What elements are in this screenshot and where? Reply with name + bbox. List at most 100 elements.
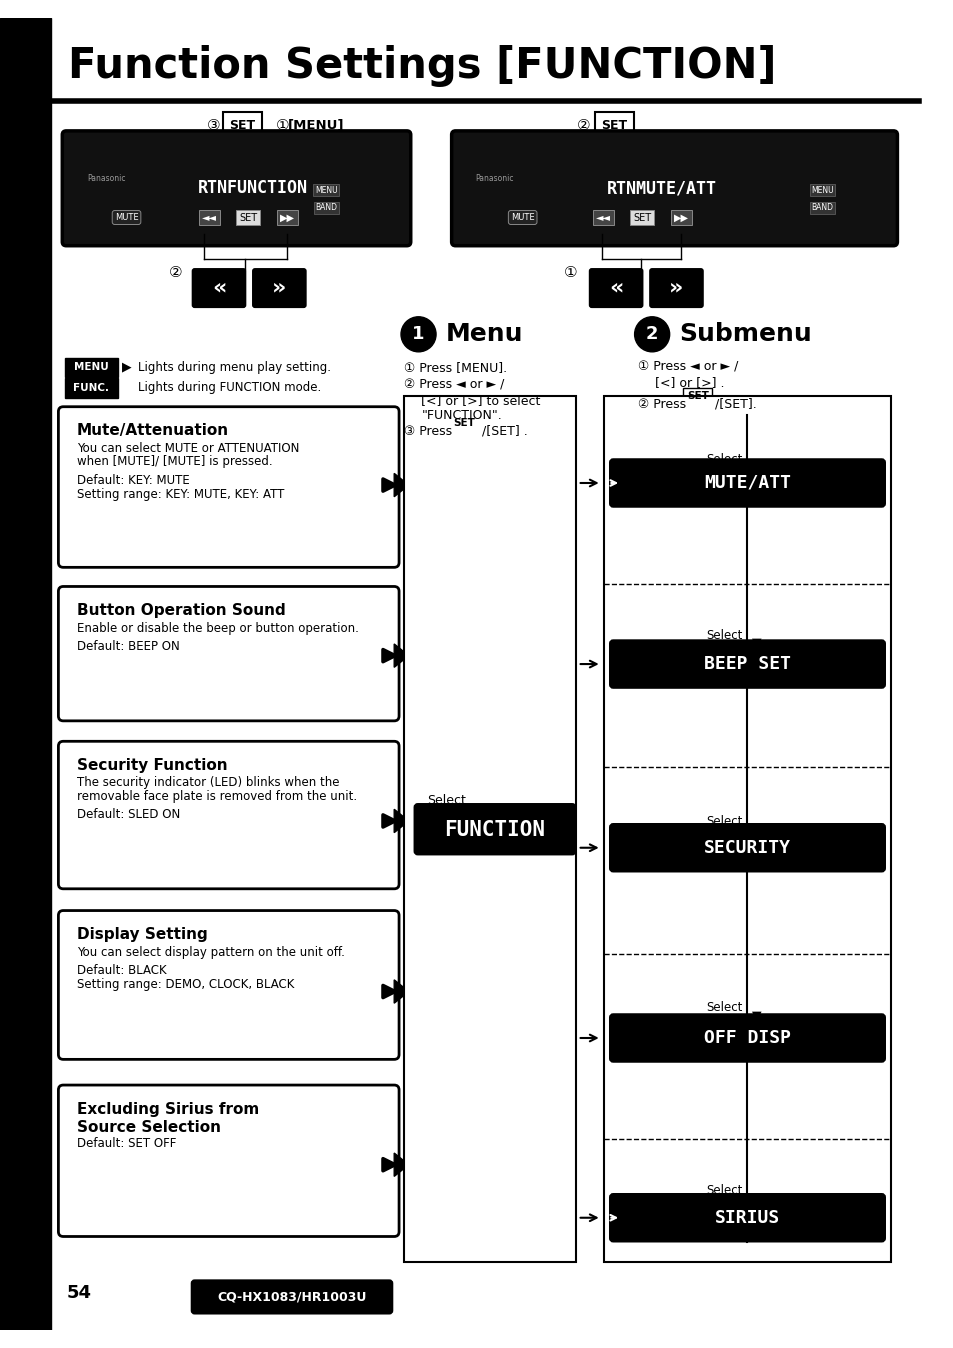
- FancyBboxPatch shape: [58, 407, 398, 568]
- FancyBboxPatch shape: [594, 112, 633, 136]
- Text: Setting range: DEMO, CLOCK, BLACK: Setting range: DEMO, CLOCK, BLACK: [77, 977, 294, 991]
- Text: ② Press ◄ or ► /: ② Press ◄ or ► /: [403, 377, 504, 391]
- FancyBboxPatch shape: [223, 112, 261, 136]
- Text: /[SET].: /[SET].: [715, 398, 757, 411]
- Text: The security indicator (LED) blinks when the: The security indicator (LED) blinks when…: [77, 776, 339, 790]
- Text: MENU: MENU: [314, 186, 337, 194]
- FancyBboxPatch shape: [610, 640, 883, 687]
- Bar: [0, 18, 51, 1330]
- Text: You can select MUTE or ATTENUATION: You can select MUTE or ATTENUATION: [77, 442, 299, 454]
- Bar: [603, 396, 890, 1262]
- Text: ③ Press: ③ Press: [403, 425, 456, 438]
- Text: ② Press: ② Press: [637, 398, 689, 411]
- Text: ①: ①: [275, 117, 289, 132]
- Text: Submenu: Submenu: [679, 322, 811, 346]
- Text: SET: SET: [600, 119, 626, 132]
- Text: ①: ①: [563, 266, 577, 280]
- FancyBboxPatch shape: [610, 1015, 883, 1061]
- Text: Lights during FUNCTION mode.: Lights during FUNCTION mode.: [138, 381, 321, 395]
- Text: Select: Select: [705, 453, 741, 465]
- Text: RTNFUNCTION: RTNFUNCTION: [198, 179, 308, 197]
- Text: SET: SET: [686, 391, 708, 400]
- Polygon shape: [394, 809, 409, 833]
- Text: 27: 27: [16, 301, 34, 313]
- Text: MUTE/ATT: MUTE/ATT: [703, 474, 790, 492]
- Text: Select: Select: [427, 794, 466, 807]
- Text: removable face plate is removed from the unit.: removable face plate is removed from the…: [77, 790, 356, 803]
- Polygon shape: [394, 1153, 409, 1177]
- Text: FUNC.: FUNC.: [73, 383, 110, 392]
- FancyBboxPatch shape: [192, 1281, 392, 1313]
- Text: /[SET] .: /[SET] .: [481, 425, 527, 438]
- Text: "FUNCTION".: "FUNCTION".: [421, 410, 501, 422]
- Text: ②: ②: [169, 266, 182, 280]
- Text: ▼: ▼: [752, 1008, 761, 1022]
- Text: Default: SLED ON: Default: SLED ON: [77, 809, 180, 821]
- Text: »: »: [272, 278, 286, 298]
- Polygon shape: [394, 644, 409, 667]
- Text: ① Press ◄ or ► /: ① Press ◄ or ► /: [637, 360, 737, 373]
- Text: ▼: ▼: [752, 461, 761, 473]
- Text: MUTE: MUTE: [511, 213, 534, 222]
- Text: Display Setting: Display Setting: [77, 927, 208, 942]
- FancyBboxPatch shape: [589, 270, 641, 307]
- FancyBboxPatch shape: [449, 415, 478, 430]
- Text: You can select display pattern on the unit off.: You can select display pattern on the un…: [77, 945, 344, 958]
- Circle shape: [400, 317, 436, 352]
- Text: BAND: BAND: [314, 204, 336, 212]
- Text: ① Press [MENU].: ① Press [MENU].: [403, 360, 507, 373]
- Text: Panasonic: Panasonic: [88, 174, 126, 183]
- Text: ②: ②: [577, 117, 590, 132]
- Text: RTNMUTE/ATT: RTNMUTE/ATT: [606, 179, 716, 197]
- FancyBboxPatch shape: [610, 1194, 883, 1242]
- Text: 54: 54: [66, 1285, 91, 1302]
- Text: Mute/Attenuation: Mute/Attenuation: [77, 423, 229, 438]
- Text: ▼: ▼: [752, 822, 761, 836]
- Text: [<] or [>] .: [<] or [>] .: [655, 376, 723, 390]
- Text: Enable or disable the beep or button operation.: Enable or disable the beep or button ope…: [77, 621, 358, 635]
- Text: SET: SET: [229, 119, 255, 132]
- Text: Default: KEY: MUTE: Default: KEY: MUTE: [77, 474, 190, 487]
- Text: ◄◄: ◄◄: [201, 213, 216, 222]
- Polygon shape: [394, 473, 409, 497]
- Text: OFF DISP: OFF DISP: [703, 1029, 790, 1047]
- Text: ▼: ▼: [752, 636, 761, 650]
- FancyBboxPatch shape: [415, 805, 575, 855]
- Text: SET: SET: [239, 213, 257, 222]
- Text: Panasonic: Panasonic: [475, 174, 513, 183]
- Text: SECURITY: SECURITY: [703, 838, 790, 857]
- Text: 2: 2: [645, 325, 658, 344]
- FancyBboxPatch shape: [253, 270, 305, 307]
- Text: ◄◄: ◄◄: [596, 213, 610, 222]
- Text: «: «: [212, 278, 226, 298]
- Text: Select: Select: [705, 814, 741, 828]
- Text: Excluding Sirius from
Source Selection: Excluding Sirius from Source Selection: [77, 1101, 259, 1135]
- Text: FUNCTION: FUNCTION: [444, 820, 545, 840]
- FancyBboxPatch shape: [58, 910, 398, 1060]
- FancyBboxPatch shape: [451, 131, 897, 245]
- Text: ▼: ▼: [752, 1192, 761, 1204]
- Text: ▶: ▶: [122, 361, 132, 373]
- Text: Function Settings [FUNCTION]: Function Settings [FUNCTION]: [68, 46, 776, 88]
- Text: BEEP SET: BEEP SET: [703, 655, 790, 673]
- Text: ③: ③: [207, 117, 221, 132]
- Text: ▶▶: ▶▶: [279, 213, 294, 222]
- Text: CQ-HX1083/HR1003U: CQ-HX1083/HR1003U: [217, 1290, 366, 1304]
- FancyBboxPatch shape: [65, 377, 117, 398]
- Text: Security Function: Security Function: [77, 758, 227, 772]
- FancyBboxPatch shape: [610, 825, 883, 871]
- Text: Setting range: KEY: MUTE, KEY: ATT: Setting range: KEY: MUTE, KEY: ATT: [77, 488, 284, 500]
- Text: MENU: MENU: [810, 186, 833, 194]
- Text: Default: BLACK: Default: BLACK: [77, 964, 167, 977]
- FancyBboxPatch shape: [58, 586, 398, 721]
- Text: Select: Select: [705, 1184, 741, 1197]
- FancyBboxPatch shape: [62, 131, 411, 245]
- FancyBboxPatch shape: [610, 460, 883, 507]
- Text: BAND: BAND: [811, 204, 833, 212]
- FancyBboxPatch shape: [65, 357, 117, 377]
- Text: 1: 1: [412, 325, 424, 344]
- Polygon shape: [394, 980, 409, 1003]
- Text: E
N
G
L
I
S
H: E N G L I S H: [21, 175, 30, 260]
- FancyBboxPatch shape: [650, 270, 702, 307]
- Text: [<] or [>] to select: [<] or [>] to select: [421, 394, 540, 407]
